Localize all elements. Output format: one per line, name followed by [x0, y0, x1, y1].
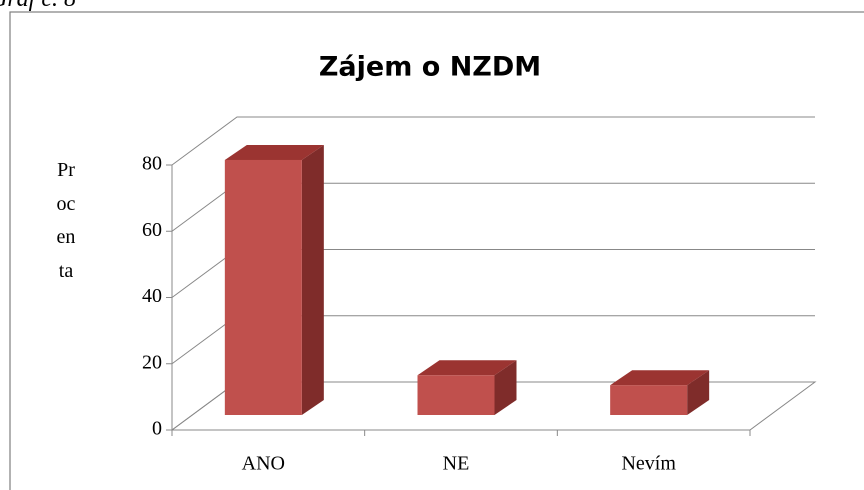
- x-tick-label: Nevím: [621, 453, 676, 475]
- x-tick-label: NE: [443, 453, 470, 475]
- bar: [224, 159, 302, 415]
- y-tick-label: 80: [142, 153, 162, 175]
- y-tick-label: 60: [142, 219, 162, 241]
- bar-top: [417, 360, 517, 376]
- bar-side: [687, 370, 710, 415]
- bar-side: [301, 144, 324, 415]
- bar-side: [494, 360, 517, 415]
- y-tick-label: 0: [152, 418, 162, 440]
- x-tick-label: ANO: [242, 453, 285, 475]
- y-tick-label: 20: [142, 351, 162, 373]
- bar-top: [610, 370, 710, 386]
- caption: Graf č. 8: [0, 0, 76, 13]
- bar-top: [224, 144, 324, 160]
- chart-title: Zájem o NZDM: [319, 52, 541, 83]
- y-axis-label: Procenta: [56, 159, 76, 282]
- chart-frame: [9, 11, 864, 490]
- y-tick-label: 40: [142, 285, 162, 307]
- bar: [417, 375, 495, 415]
- bar: [610, 385, 688, 415]
- grid-line: [171, 116, 815, 166]
